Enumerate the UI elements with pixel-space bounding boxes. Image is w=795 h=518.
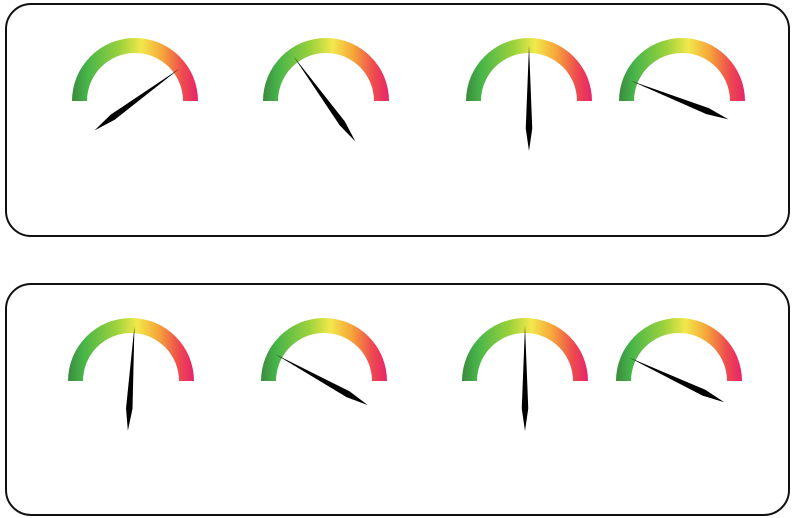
- gauge-needle: [521, 326, 529, 431]
- gauge-needle: [94, 68, 180, 131]
- gauge-needle: [525, 46, 533, 151]
- gauge-arc: [619, 38, 745, 101]
- gauge-needle: [126, 326, 135, 431]
- gauge-arc: [616, 318, 742, 381]
- gauge-bottom-1: [68, 318, 194, 431]
- gauge-bottom-2: [261, 318, 387, 406]
- gauge-needle: [629, 357, 725, 403]
- gauge-arc: [462, 318, 588, 381]
- gauge-bottom-3: [462, 318, 588, 431]
- gauge-needle: [630, 80, 729, 120]
- gauge-arc: [261, 318, 387, 381]
- gauge-arc: [466, 38, 592, 101]
- gauge-arc: [263, 38, 389, 101]
- gauge-needle: [275, 354, 368, 406]
- gauge-arc: [68, 318, 194, 381]
- gauge-top-2: [263, 38, 389, 142]
- gauge-bottom-4: [616, 318, 742, 403]
- gauge-arc: [72, 38, 198, 101]
- gauge-needle: [293, 56, 356, 142]
- gauge-top-1: [72, 38, 198, 131]
- gauge-top-3: [466, 38, 592, 151]
- gauge-top-4: [619, 38, 745, 120]
